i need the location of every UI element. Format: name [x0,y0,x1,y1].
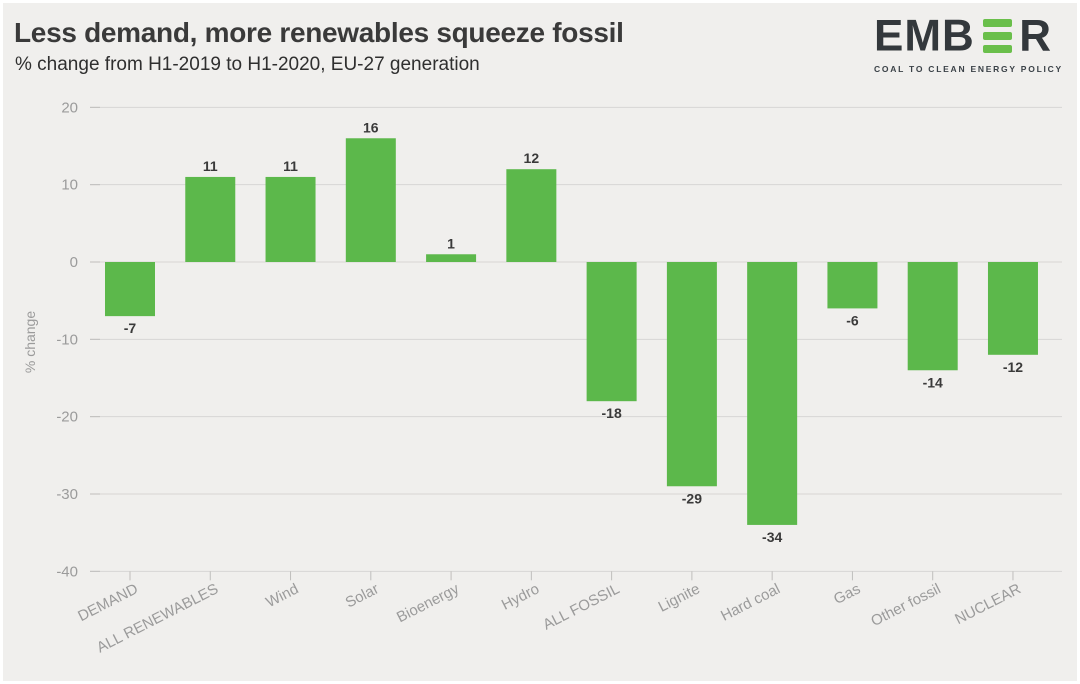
value-label-hard-coal: -34 [762,529,782,545]
x-axis-label-all-fossil: ALL FOSSIL [540,580,622,633]
bar-all-fossil [586,262,637,402]
x-axis-label-hard-coal: Hard coal [718,580,783,624]
logo-text-left: EMB [874,10,975,61]
logo-tagline: COAL TO CLEAN ENERGY POLICY [874,64,1063,74]
x-axis-label-gas: Gas [831,580,863,608]
x-axis-label-lignite: Lignite [656,580,703,615]
x-axis-label-demand: DEMAND [75,580,141,625]
bar-all-renewables [185,176,236,262]
bar-hydro [506,169,557,262]
y-axis-tick-label: -30 [56,486,78,503]
bar-demand [105,262,155,317]
ember-logo: EMB R COAL TO CLEAN ENERGY POLICY [874,10,1063,74]
value-label-gas: -6 [846,312,859,328]
y-axis-tick-label: 0 [70,254,78,271]
value-label-all-renewables: 11 [203,158,218,174]
value-label-other-fossil: -14 [923,374,943,390]
chart-background-panel [3,3,1077,681]
y-axis-tick-label: 10 [61,177,78,194]
y-axis-tick-label: -10 [56,331,78,348]
x-axis-label-nuclear: NUCLEAR [952,580,1024,628]
bar-gas [827,262,878,309]
x-axis-label-wind: Wind [263,580,301,611]
bar-other-fossil [907,262,958,371]
logo-text-right: R [1019,10,1052,61]
x-axis-label-solar: Solar [343,580,382,611]
value-label-hydro: 12 [524,150,540,166]
x-axis-label-hydro: Hydro [499,580,542,613]
value-label-lignite: -29 [682,490,702,506]
y-axis-tick-label: -20 [56,409,78,426]
x-axis-label-other-fossil: Other fossil [868,580,943,630]
bar-lignite [666,262,717,487]
y-axis-tick-label: 20 [61,99,78,116]
y-axis-title: % change [22,311,38,373]
bar-wind [265,176,316,262]
x-axis-label-bioenergy: Bioenergy [394,580,462,626]
bar-solar [345,138,396,262]
logo-e-bars-icon [982,19,1013,53]
value-label-nuclear: -12 [1003,359,1023,375]
bar-nuclear [987,262,1038,355]
chart-subtitle: % change from H1-2019 to H1-2020, EU-27 … [15,54,480,75]
ember-wordmark: EMB R [874,10,1052,61]
value-label-wind: 11 [283,158,298,174]
y-axis-tick-label: -40 [56,563,78,580]
value-label-all-fossil: -18 [602,405,622,421]
value-label-bioenergy: 1 [447,235,455,251]
value-label-solar: 16 [363,119,379,135]
bar-hard-coal [747,262,798,525]
bar-bioenergy [426,254,477,262]
chart-title: Less demand, more renewables squeeze fos… [14,17,624,48]
value-label-demand: -7 [124,320,137,336]
